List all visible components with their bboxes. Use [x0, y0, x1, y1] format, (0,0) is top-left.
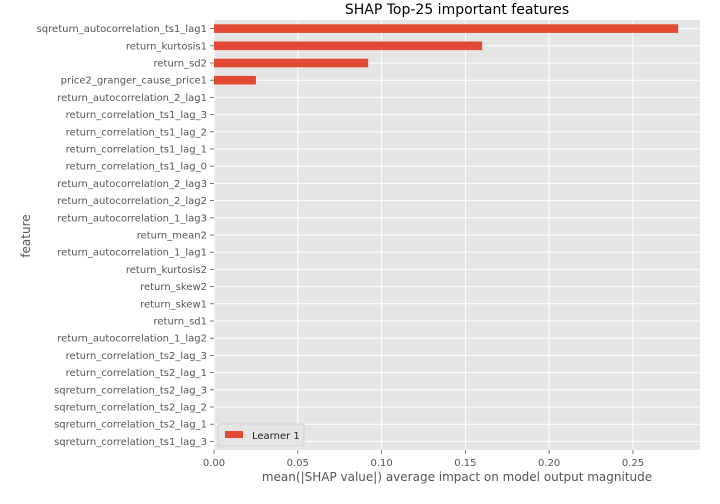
bar — [214, 24, 679, 33]
y-tick-label: sqreturn_autocorrelation_ts1_lag1 — [37, 24, 207, 35]
x-axis-label: mean(|SHAP value|) average impact on mod… — [262, 470, 652, 484]
y-tick-label: return_sd1 — [154, 317, 208, 328]
legend: Learner 1 — [217, 423, 305, 447]
y-tick-label: return_kurtosis1 — [126, 41, 207, 52]
y-axis-label: feature — [19, 214, 33, 257]
y-tick-label: return_autocorrelation_1_lag2 — [57, 334, 207, 345]
y-tick-label: return_correlation_ts1_lag_2 — [66, 127, 207, 138]
x-tick-labels: 0.00 0.05 0.10 0.15 0.20 0.25 — [203, 450, 644, 469]
x-tick-label: 0.15 — [454, 458, 476, 469]
x-tick-label: 0.10 — [370, 458, 392, 469]
y-tick-label: return_correlation_ts1_lag_1 — [66, 145, 207, 156]
legend-box — [217, 423, 305, 447]
y-tick-label: return_sd2 — [154, 59, 208, 70]
y-tick-label: return_autocorrelation_1_lag3 — [57, 213, 207, 224]
bars — [214, 24, 679, 85]
bar — [214, 41, 483, 51]
y-tick-label: sqreturn_correlation_ts2_lag_1 — [54, 420, 207, 431]
chart-title: SHAP Top-25 important features — [345, 2, 569, 18]
x-tick-label: 0.00 — [203, 458, 225, 469]
y-tick-label: return_autocorrelation_2_lag1 — [57, 93, 207, 104]
y-tick-label: return_correlation_ts1_lag_3 — [66, 110, 207, 121]
y-tick-label: return_mean2 — [137, 231, 207, 242]
y-tick-label: return_correlation_ts1_lag_0 — [66, 162, 207, 173]
y-tick-label: return_correlation_ts2_lag_3 — [66, 351, 207, 362]
x-tick-label: 0.20 — [538, 458, 560, 469]
y-tick-label: return_autocorrelation_2_lag2 — [57, 196, 207, 207]
x-tick-label: 0.05 — [287, 458, 309, 469]
legend-label: Learner 1 — [252, 431, 300, 442]
y-tick-label: price2_granger_cause_price1 — [61, 76, 207, 87]
bar — [214, 75, 256, 85]
y-tick-label: return_skew1 — [140, 299, 207, 310]
y-tick-label: return_correlation_ts2_lag_1 — [66, 368, 207, 379]
y-tick-label: sqreturn_correlation_ts1_lag_3 — [54, 437, 207, 448]
bar — [214, 58, 369, 68]
y-tick-label: sqreturn_correlation_ts2_lag_2 — [54, 403, 207, 414]
y-tick-labels: sqreturn_autocorrelation_ts1_lag1 return_… — [37, 24, 214, 448]
y-tick-label: return_skew2 — [140, 282, 207, 293]
y-tick-label: return_kurtosis2 — [126, 265, 207, 276]
y-tick-label: return_autocorrelation_2_lag3 — [57, 179, 207, 190]
legend-swatch — [225, 431, 243, 438]
y-tick-label: return_autocorrelation_1_lag1 — [57, 248, 207, 259]
x-tick-label: 0.25 — [622, 458, 644, 469]
y-tick-label: sqreturn_correlation_ts2_lag_3 — [54, 385, 207, 396]
